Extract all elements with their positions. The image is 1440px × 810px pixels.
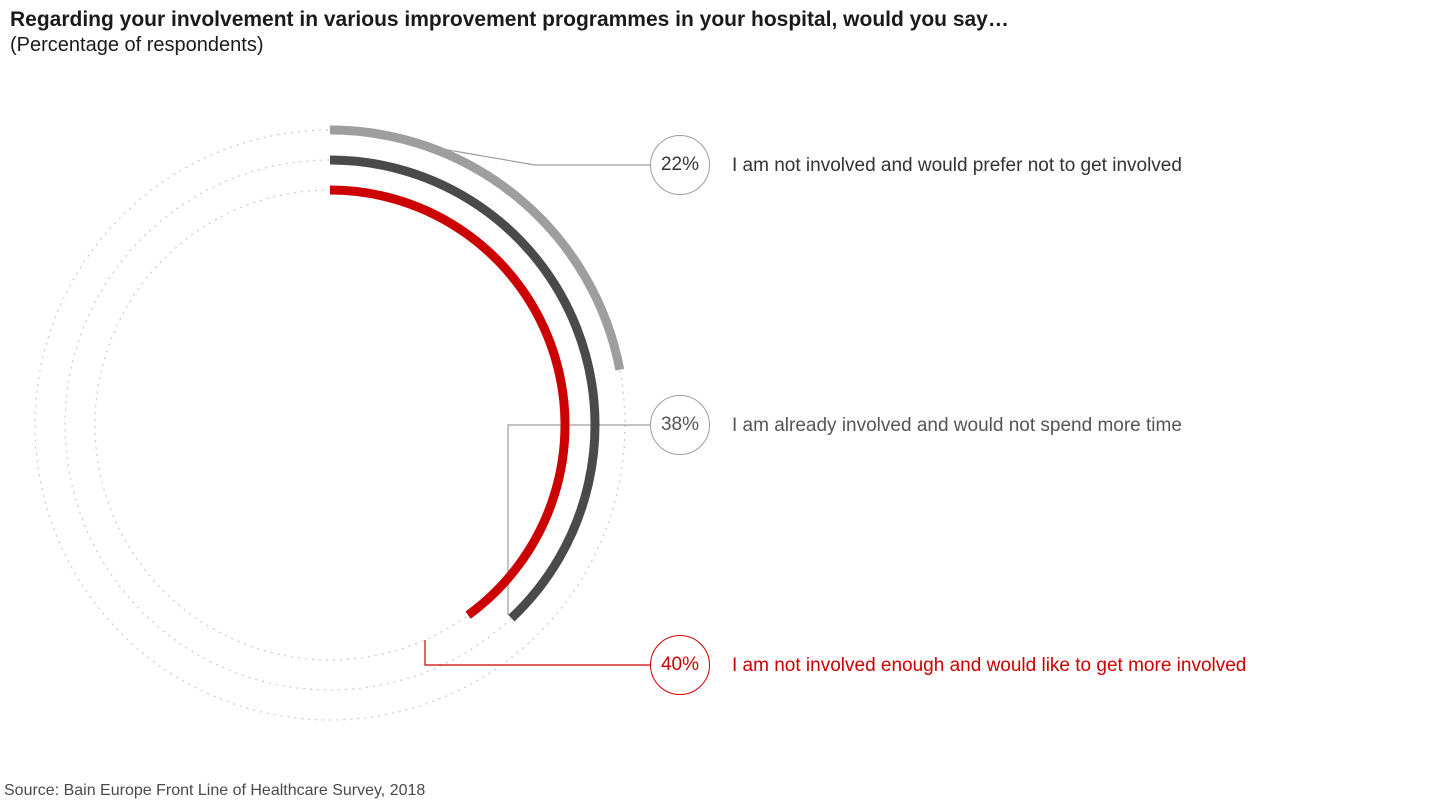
radial-chart: 22% I am not involved and would prefer no…	[30, 95, 1410, 755]
label-already-involved-no-more: I am already involved and would not spen…	[732, 415, 1182, 437]
chart-source: Source: Bain Europe Front Line of Health…	[4, 782, 425, 800]
label-not-involved-prefer-not: I am not involved and would prefer not t…	[732, 155, 1182, 177]
pct-badge-not-enough-want-more: 40%	[650, 635, 710, 695]
pct-badge-not-involved-prefer-not: 22%	[650, 135, 710, 195]
label-not-enough-want-more: I am not involved enough and would like …	[732, 655, 1246, 677]
pct-badge-already-involved-no-more: 38%	[650, 395, 710, 455]
chart-title: Regarding your involvement in various im…	[10, 8, 1009, 32]
chart-subtitle: (Percentage of respondents)	[10, 34, 264, 57]
